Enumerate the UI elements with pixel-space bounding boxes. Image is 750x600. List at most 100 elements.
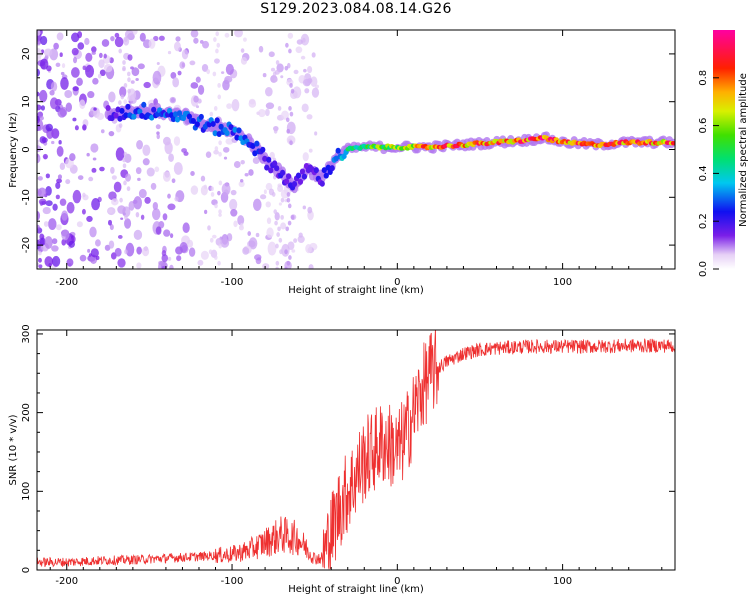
noise-blob	[286, 135, 296, 145]
noise-blob	[193, 95, 199, 103]
streak-blob	[212, 71, 217, 77]
streak-blob	[209, 111, 214, 117]
noise-blob	[77, 175, 84, 180]
noise-blob	[124, 218, 132, 229]
noise-blob	[167, 50, 172, 55]
noise-blob	[291, 249, 296, 253]
noise-blob	[130, 80, 135, 84]
streak-blob	[208, 249, 213, 255]
noise-blob	[233, 220, 238, 228]
snr-x-axis-label: Height of straight line (km)	[288, 584, 424, 595]
streak-blob	[277, 226, 281, 232]
noise-blob	[203, 184, 207, 190]
noise-blob	[277, 184, 284, 193]
streak-blob	[290, 214, 295, 220]
noise-blob	[37, 153, 41, 164]
noise-blob	[292, 86, 302, 99]
noise-blob	[86, 152, 90, 157]
noise-blob	[87, 248, 91, 253]
noise-blob	[79, 99, 86, 110]
noise-blob	[87, 91, 95, 99]
streak-blob	[127, 71, 131, 77]
colorbar-tick-label: 0.8	[698, 70, 709, 86]
spectrogram-y-tick-label: -10	[21, 189, 32, 205]
streak-blob	[290, 88, 295, 94]
noise-blob	[59, 198, 67, 206]
noise-blob	[240, 56, 248, 65]
noise-blob	[230, 189, 237, 196]
streak-blob	[275, 260, 280, 266]
noise-blob	[293, 238, 298, 243]
spectrogram-y-axis-label: Frequency (Hz)	[8, 112, 19, 188]
noise-blob	[202, 40, 210, 49]
noise-blob	[93, 107, 97, 111]
streak-blob	[218, 151, 222, 157]
ridge-blob	[272, 160, 278, 167]
noise-blob	[76, 221, 83, 228]
spectrogram-y-tick-label: 10	[21, 95, 32, 108]
noise-blob	[295, 46, 303, 54]
streak-blob	[288, 48, 292, 54]
noise-blob	[172, 77, 180, 88]
noise-blob	[84, 37, 90, 46]
streak-blob	[213, 37, 217, 42]
noise-blob	[258, 45, 264, 53]
noise-blob	[81, 208, 86, 215]
streak-blob	[126, 186, 131, 192]
noise-blob	[37, 104, 42, 111]
snr-y-tick-label: 0	[21, 567, 32, 573]
noise-blob	[229, 198, 238, 211]
streak-blob	[272, 71, 277, 77]
ridge-blob	[252, 150, 258, 157]
ridge-blob	[216, 131, 222, 138]
ridge-blob	[254, 140, 260, 147]
streak-blob	[273, 128, 278, 134]
noise-blob	[155, 226, 162, 235]
noise-blob	[103, 63, 113, 73]
noise-blob	[190, 30, 199, 38]
noise-blob	[111, 198, 119, 206]
spectrogram-y-tick-label: -20	[21, 237, 32, 253]
ridge-blob	[115, 106, 121, 113]
noise-blob	[39, 58, 49, 70]
noise-blob	[37, 68, 41, 77]
noise-blob	[41, 137, 48, 143]
noise-blob	[177, 70, 182, 76]
spectrogram-x-tick-label: 0	[394, 277, 400, 288]
noise-blob	[220, 238, 230, 248]
noise-blob	[91, 198, 100, 211]
noise-blob	[52, 203, 58, 211]
streak-blob	[287, 220, 292, 226]
noise-blob	[136, 262, 142, 269]
noise-blob	[164, 141, 173, 155]
noise-blob	[59, 52, 63, 58]
noise-blob	[280, 222, 287, 230]
noise-blob	[96, 112, 105, 121]
streak-blob	[289, 111, 294, 117]
ridge-blob	[151, 106, 157, 113]
noise-blob	[72, 86, 79, 92]
noise-blob	[234, 30, 243, 38]
ridge-blob	[218, 123, 224, 130]
noise-blob	[262, 73, 267, 78]
noise-blob	[51, 238, 58, 245]
noise-blob	[146, 167, 155, 177]
ridge-blob	[194, 121, 200, 128]
ridge-blob	[139, 112, 145, 119]
streak-blob	[277, 105, 282, 111]
noise-blob	[61, 63, 66, 69]
noise-blob	[37, 251, 42, 256]
noise-blob	[100, 129, 105, 134]
noise-blob	[60, 71, 65, 76]
noise-blob	[188, 247, 196, 257]
noise-blob	[89, 226, 97, 238]
noise-blob	[76, 77, 83, 87]
noise-blob	[163, 229, 171, 237]
ridge-blob	[198, 113, 204, 120]
streak-blob	[274, 77, 278, 83]
noise-blob	[243, 37, 247, 42]
noise-blob	[225, 63, 234, 76]
ridge-blob	[333, 155, 339, 162]
noise-blob	[37, 48, 41, 52]
